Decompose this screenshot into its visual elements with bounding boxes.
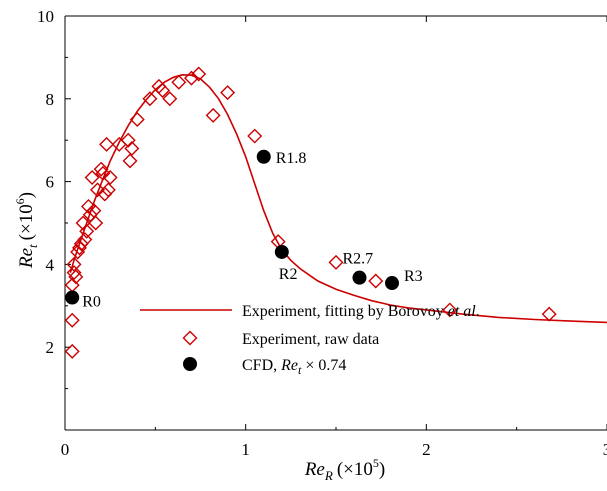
raw-data-point — [122, 153, 138, 169]
raw-data-point — [66, 256, 82, 272]
raw-data-point — [79, 223, 95, 239]
x-axis: 0 1 2 3 — [61, 16, 607, 459]
raw-data-point — [64, 343, 80, 359]
legend-raw-swatch — [182, 330, 198, 346]
cfd-point-label: R1.8 — [276, 150, 307, 167]
raw-data-point — [183, 70, 199, 86]
x-axis-label: ReR (×105) — [304, 456, 385, 483]
raw-data-point — [77, 232, 93, 248]
raw-data-point — [66, 265, 82, 281]
raw-data-point — [93, 161, 109, 177]
raw-data-point — [75, 215, 91, 231]
y-axis: 2 4 6 8 10 — [37, 7, 71, 390]
legend-cfd-swatch — [183, 357, 197, 371]
raw-data-point — [64, 312, 80, 328]
cfd-point-label: R3 — [404, 268, 423, 285]
cfd-point — [65, 290, 80, 305]
cfd-series: R0 R1.8 R2 R2.7 R3 — [65, 149, 423, 311]
x-tick-label: 2 — [422, 440, 431, 459]
raw-data-point — [73, 236, 89, 252]
raw-data-point — [120, 132, 136, 148]
raw-data-point — [90, 182, 106, 198]
raw-data-point — [368, 273, 384, 289]
cfd-point-label: R2.7 — [342, 251, 373, 268]
cfd-point-label: R0 — [82, 294, 101, 311]
raw-data-point — [205, 107, 221, 123]
cfd-point — [274, 244, 289, 259]
cfd-point — [256, 149, 271, 164]
raw-data-point — [155, 83, 171, 99]
raw-data-point — [97, 186, 113, 202]
raw-data-point — [162, 91, 178, 107]
x-tick-label: 3 — [603, 440, 607, 459]
raw-data-point — [191, 66, 207, 82]
y-tick-label: 2 — [46, 338, 55, 357]
raw-data-point — [442, 302, 458, 318]
raw-data-point — [220, 85, 236, 101]
raw-data-point — [142, 91, 158, 107]
raw-data-point — [171, 74, 187, 90]
legend-raw-label: Experiment, raw data — [242, 331, 379, 348]
raw-data-point — [541, 306, 557, 322]
cfd-point — [352, 270, 367, 285]
y-axis-label: Ret(×106) — [13, 192, 40, 269]
raw-data-point — [95, 165, 111, 181]
legend-cfd-label: CFD, Ret × 0.74 — [242, 357, 346, 377]
y-tick-label: 10 — [37, 7, 54, 26]
cfd-point — [385, 276, 400, 291]
raw-data-point — [102, 169, 118, 185]
raw-data-point — [129, 112, 145, 127]
raw-data-point — [86, 203, 102, 219]
cfd-point-label: R2 — [279, 266, 298, 283]
raw-data-point — [88, 215, 104, 231]
y-tick-label: 4 — [46, 255, 55, 274]
raw-data-point — [124, 140, 140, 156]
raw-data-point — [68, 269, 84, 285]
y-tick-label: 8 — [46, 90, 55, 109]
raw-data-point — [100, 182, 116, 198]
x-tick-label: 0 — [61, 440, 70, 459]
legend: Experiment, fitting by Borovoy et al. Exp… — [140, 303, 480, 377]
raw-data-point — [247, 128, 263, 144]
y-tick-label: 6 — [46, 173, 55, 192]
fit-curve — [69, 73, 607, 324]
fit-line-series — [69, 73, 607, 324]
raw-data-point — [111, 136, 127, 152]
raw-data-point — [84, 169, 100, 185]
raw-data-point — [328, 254, 344, 270]
raw-data-point — [99, 136, 115, 152]
x-tick-label: 1 — [241, 440, 250, 459]
legend-fit-label: Experiment, fitting by Borovoy et al. — [242, 303, 480, 320]
